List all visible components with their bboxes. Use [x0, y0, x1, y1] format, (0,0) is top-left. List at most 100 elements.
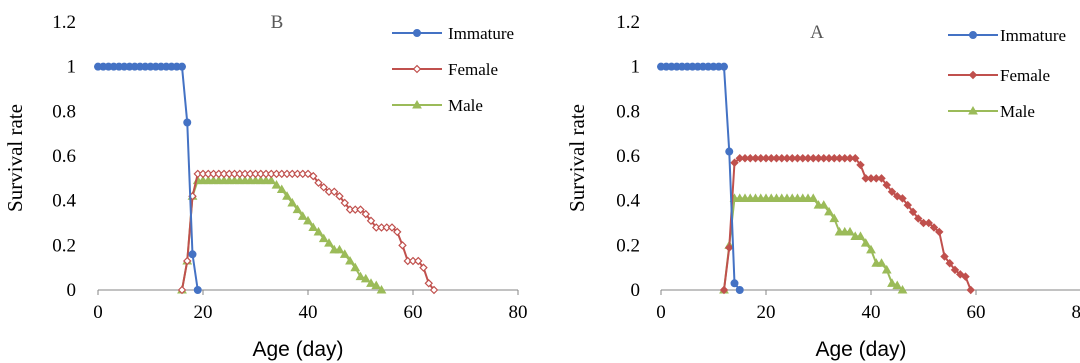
data-point-female [893, 191, 902, 201]
data-point-female [393, 227, 402, 237]
x-tick-label: 0 [656, 302, 666, 323]
data-point-male [360, 273, 371, 283]
data-point-female [177, 285, 187, 295]
y-tick-label: 0.2 [616, 235, 640, 256]
data-point-immature [735, 285, 744, 294]
data-point-immature [730, 279, 739, 288]
data-point-female [877, 174, 886, 183]
data-point-male [876, 258, 887, 267]
y-tick-label: 0.8 [52, 101, 76, 122]
panel-label: A [810, 22, 824, 43]
data-point-female [398, 241, 407, 250]
legend-marker-male [412, 99, 422, 109]
data-point-immature [188, 250, 197, 259]
y-tick-label: 0.6 [616, 146, 640, 167]
y-axis-title: Survival rate [565, 104, 589, 212]
x-tick-label: 20 [194, 302, 213, 323]
y-tick-label: 0 [67, 280, 77, 301]
data-point-female [725, 243, 734, 252]
x-tick-label: 40 [862, 302, 881, 323]
x-tick-label: 80 [1072, 302, 1080, 323]
legend-marker-female [412, 64, 422, 74]
y-axis-title: Survival rate [3, 104, 27, 212]
data-point-female [309, 171, 318, 181]
series-line-immature [98, 65, 199, 291]
data-point-immature [193, 285, 202, 294]
data-point-female [429, 285, 439, 295]
data-point-female [856, 160, 865, 170]
legend-label-immature: Immature [448, 24, 514, 43]
series-female [177, 169, 439, 295]
x-axis-title: Age (day) [815, 338, 906, 361]
series-immature [657, 62, 744, 294]
legend: Immature Female Male [392, 24, 514, 115]
data-point-male [824, 206, 834, 216]
data-point-female [719, 285, 729, 295]
x-tick-label: 60 [404, 302, 423, 323]
y-tick-label: 0 [631, 280, 641, 301]
data-point-male [845, 226, 855, 236]
data-point-male [376, 284, 387, 294]
data-point-male [818, 200, 829, 209]
legend-item-female: Female [392, 60, 498, 79]
data-point-male [881, 264, 892, 274]
data-point-male [266, 175, 277, 185]
data-point-female [330, 187, 339, 196]
data-point-female [940, 252, 949, 261]
series-immature [94, 62, 202, 294]
data-point-male [339, 249, 350, 258]
x-tick-label: 60 [967, 302, 986, 323]
data-point-female [898, 194, 907, 203]
legend: Immature Female Male [948, 26, 1066, 121]
legend-item-male: Male [948, 102, 1035, 121]
data-point-male [276, 184, 287, 194]
data-point-female [319, 183, 328, 192]
data-point-female [929, 223, 939, 232]
data-point-female [945, 258, 954, 268]
data-point-male [287, 197, 298, 207]
x-tick-label: 40 [299, 302, 318, 323]
legend-item-immature: Immature [948, 26, 1066, 45]
data-point-male [313, 226, 324, 236]
data-point-male [371, 280, 382, 290]
data-point-male [292, 204, 303, 214]
panel-label: B [271, 12, 284, 33]
data-point-female [950, 265, 960, 275]
data-point-male [345, 255, 355, 265]
x-tick-label: 0 [93, 302, 103, 323]
legend-label-female: Female [448, 60, 498, 79]
data-point-male [860, 238, 871, 247]
data-point-immature [720, 62, 729, 71]
data-point-immature [177, 62, 186, 71]
data-point-male [324, 238, 334, 247]
data-point-male [318, 233, 329, 243]
data-point-female [851, 153, 860, 163]
data-point-male [282, 191, 292, 200]
data-point-male [808, 193, 819, 202]
data-point-immature [183, 118, 192, 127]
data-point-female [387, 223, 397, 232]
series-line-male [723, 197, 904, 291]
legend-label-male: Male [1000, 102, 1035, 121]
y-tick-label: 0.4 [616, 191, 640, 212]
panel-b-chart: 0 20 40 60 80 0 0.2 0.4 0.6 0.8 1 1.2 Survival rate A… [3, 12, 528, 361]
legend-marker-immature [412, 28, 421, 37]
legend-label-female: Female [1000, 66, 1050, 85]
y-tick-label: 0.2 [52, 235, 76, 256]
data-point-male [303, 215, 313, 225]
data-point-female [335, 191, 344, 201]
y-tick-label: 0.6 [52, 146, 76, 167]
legend-label-male: Male [448, 96, 483, 115]
x-tick-label: 80 [509, 302, 528, 323]
data-point-female [882, 180, 891, 190]
data-point-female [961, 272, 970, 281]
data-point-female [314, 178, 323, 188]
data-point-female [356, 205, 365, 214]
data-point-female [366, 216, 376, 226]
x-axis-title: Age (day) [252, 338, 343, 361]
y-tick-label: 1 [631, 57, 641, 78]
data-point-female [908, 207, 918, 217]
x-tick-label: 20 [757, 302, 776, 323]
y-tick-label: 1 [67, 57, 77, 78]
